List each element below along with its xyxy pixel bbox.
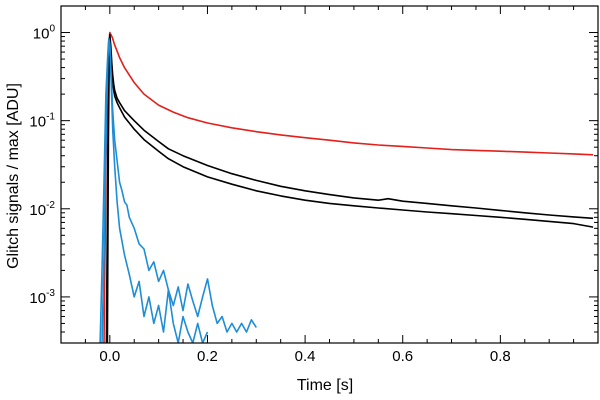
series-line-1 [103,31,594,343]
series-line-5 [99,37,209,343]
x-tick-label: 0.6 [392,348,413,365]
y-tick-label: 10-3 [29,288,55,307]
x-tick-label: 0.4 [295,348,316,365]
y-tick-label: 100 [33,24,56,43]
x-tick-label: 0.8 [490,348,511,365]
y-axis-label: Glitch signals / max [ADU] [5,83,22,269]
tick-layer: 0.0 0.2 0.4 0.6 0.8 100 10-1 10-2 10-3 [29,5,598,365]
x-axis-label: Time [s] [297,377,353,394]
x-tick-label: 0.2 [197,348,218,365]
plot-frame [60,5,599,344]
plot-background [61,6,598,343]
y-tick-label: 10-2 [29,200,55,219]
series-layer [99,31,594,343]
y-tick-label: 10-1 [29,112,55,131]
series-line-3 [106,35,594,343]
x-tick-label: 0.0 [99,348,120,365]
